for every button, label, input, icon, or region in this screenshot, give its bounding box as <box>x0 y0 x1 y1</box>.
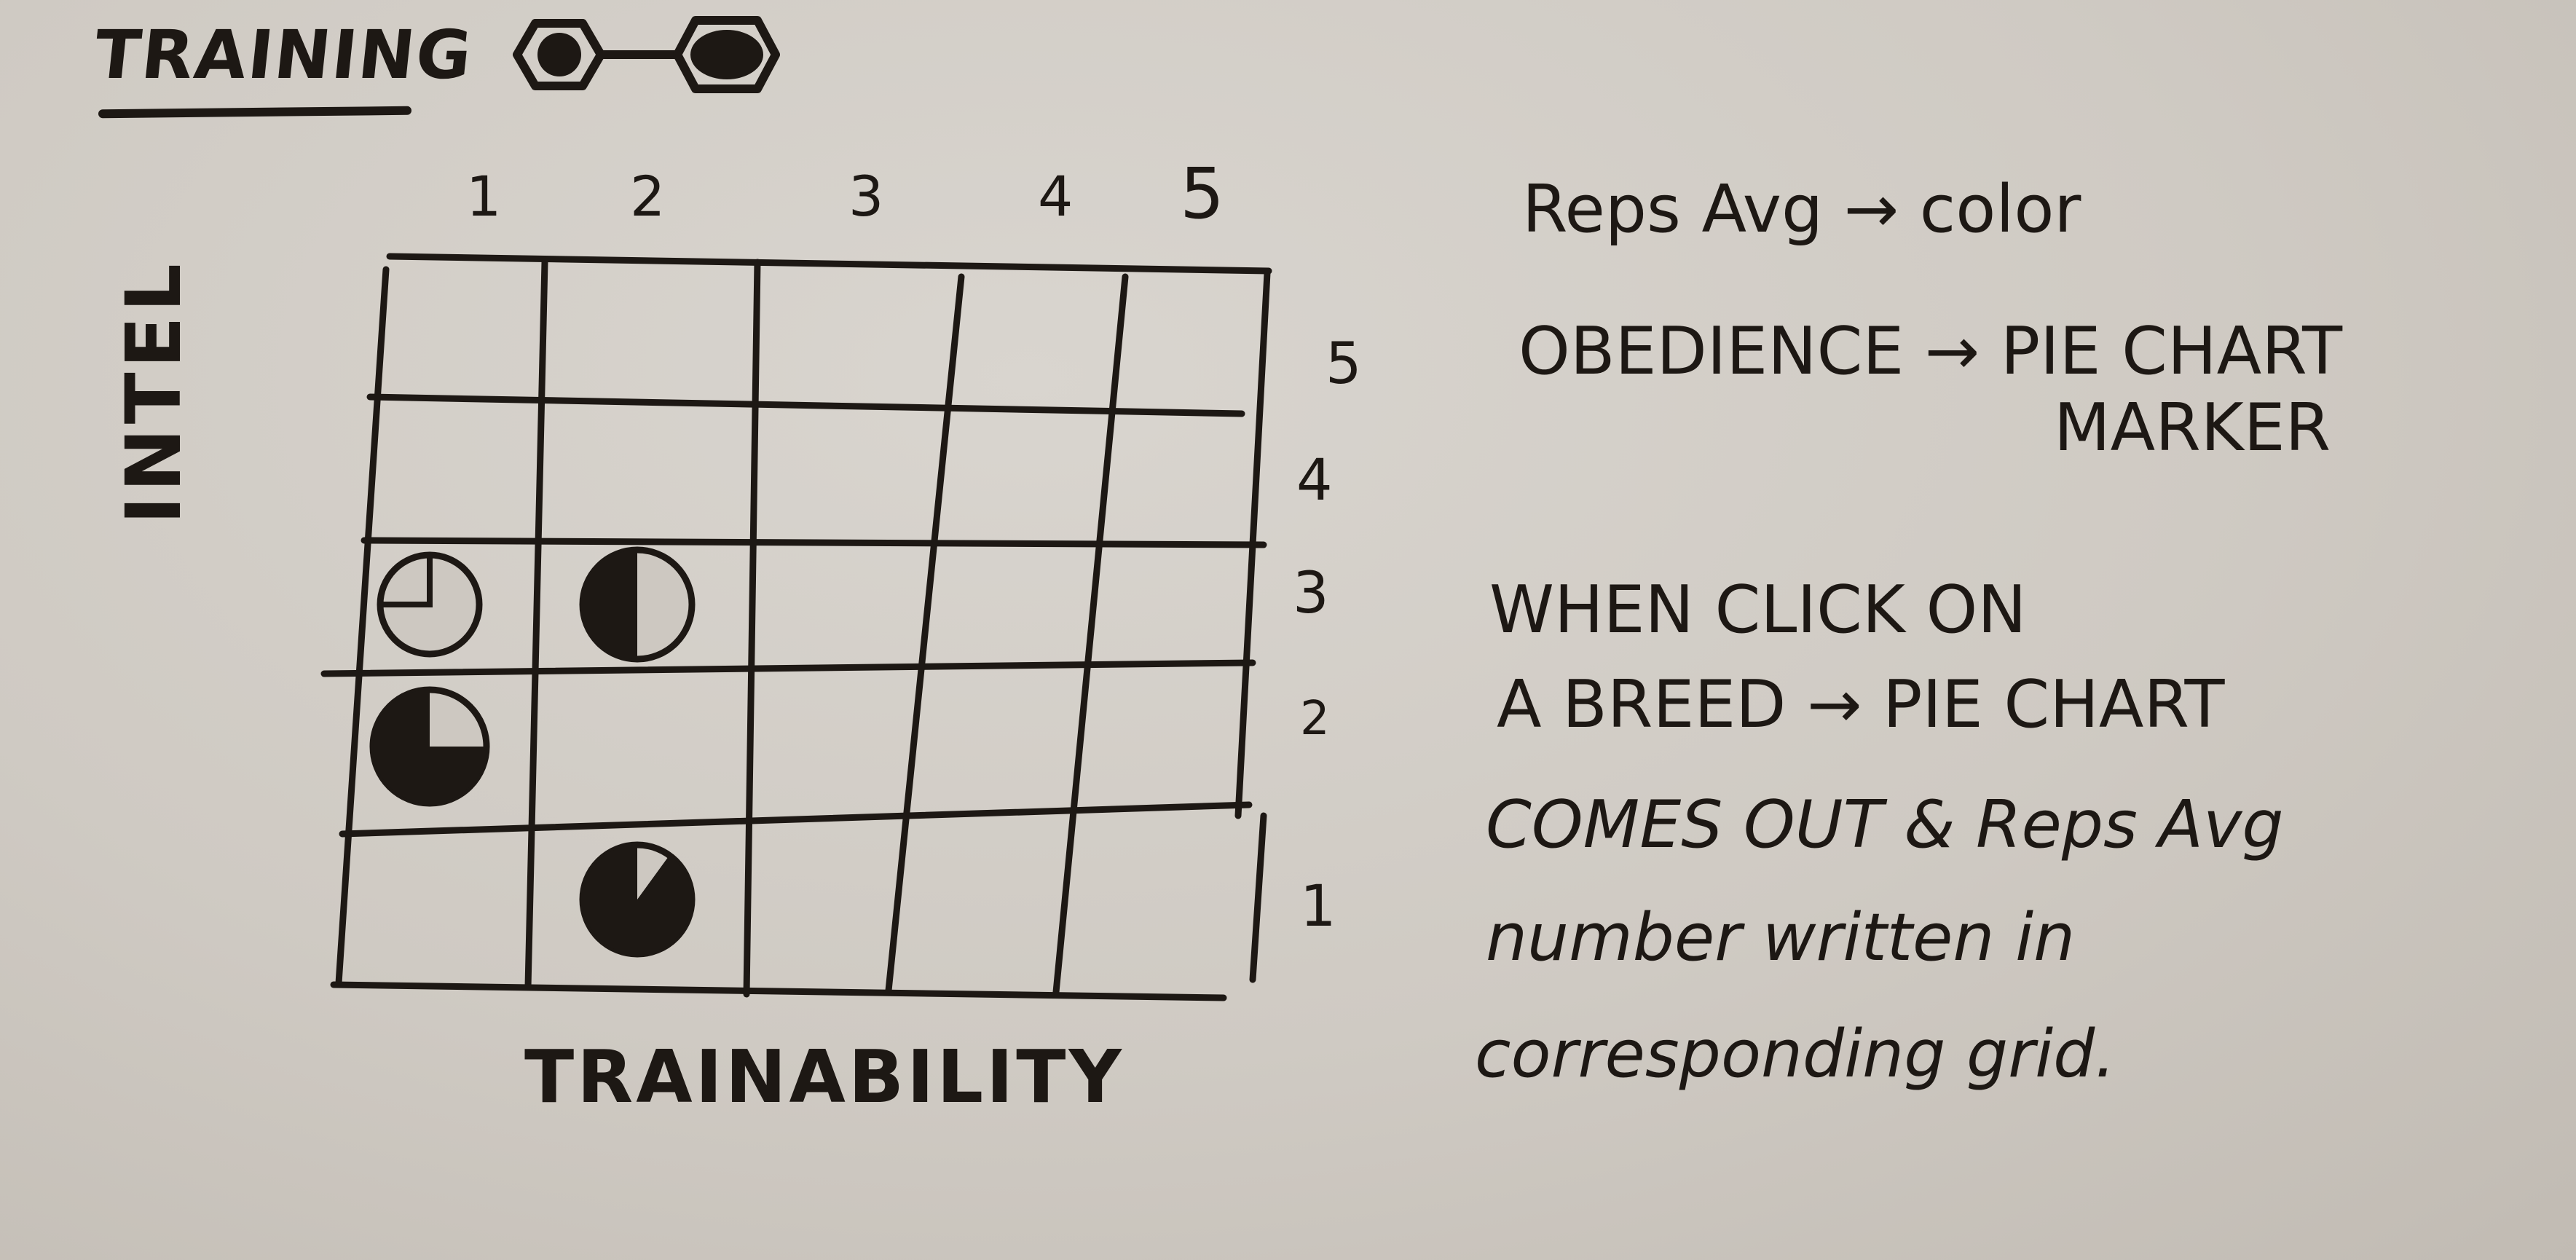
pie-marker-2[interactable] <box>579 546 696 663</box>
pie-slice <box>377 551 433 607</box>
x-tick-5: 5 <box>1180 153 1225 235</box>
note-click-line-5: corresponding grid. <box>1475 1016 2116 1092</box>
x-tick-2: 2 <box>630 164 666 229</box>
y-axis-title: INTEL <box>109 259 198 524</box>
y-tick-5: 5 <box>1326 331 1362 397</box>
note-marker-mapping-cont: MARKER <box>2054 390 2331 466</box>
note-click-line-1: WHEN CLICK ON <box>1489 572 2027 648</box>
y-tick-2: 2 <box>1300 692 1330 746</box>
pie-slice <box>583 845 693 954</box>
pie-marker-4[interactable] <box>579 841 696 958</box>
x-axis-title: TRAINABILITY <box>524 1034 1124 1119</box>
x-tick-1: 1 <box>466 164 502 229</box>
x-tick-4: 4 <box>1038 164 1074 229</box>
note-click-line-4: number written in <box>1486 899 2076 976</box>
pie-markers <box>369 546 696 958</box>
y-tick-4: 4 <box>1296 448 1333 513</box>
pie-marker-1[interactable] <box>377 551 483 658</box>
note-color-mapping: Reps Avg → color <box>1522 171 2081 248</box>
note-click-line-2: A BREED → PIE CHART <box>1497 666 2225 743</box>
pie-marker-3[interactable] <box>369 686 490 807</box>
note-click-line-3: COMES OUT & Reps Avg <box>1486 787 2284 863</box>
hexagon-toggle-icon[interactable] <box>503 7 794 102</box>
pie-slice <box>583 550 637 659</box>
note-marker-mapping: OBEDIENCE → PIE CHART <box>1519 313 2343 390</box>
pie-slice <box>373 690 487 803</box>
y-tick-1: 1 <box>1300 874 1336 940</box>
x-tick-3: 3 <box>848 164 884 229</box>
y-tick-3: 3 <box>1293 561 1329 626</box>
